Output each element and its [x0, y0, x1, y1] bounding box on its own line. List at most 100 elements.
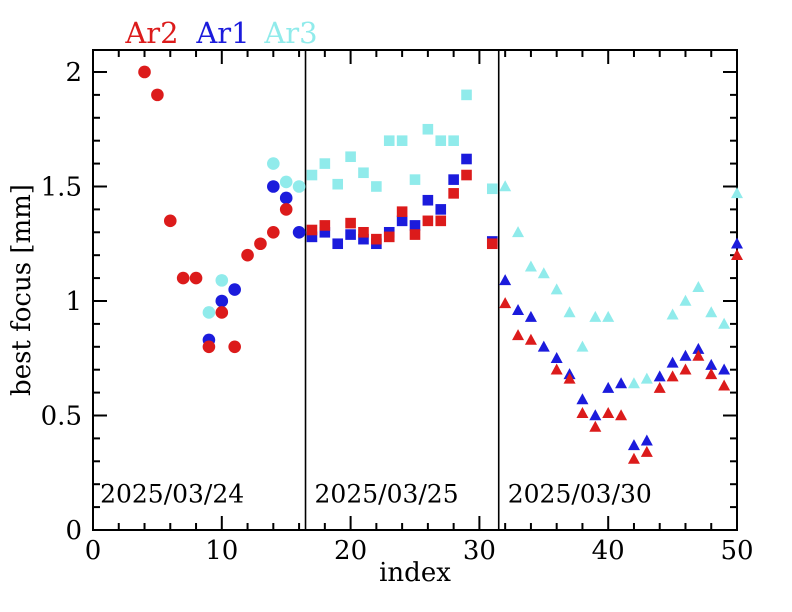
data-point-ar3	[486, 183, 498, 195]
data-point-ar2	[371, 233, 382, 245]
data-point-ar2	[512, 329, 525, 341]
data-point-ar1	[267, 180, 280, 193]
legend-label-ar2: Ar2	[124, 16, 178, 50]
data-point-ar1	[396, 215, 408, 227]
x-tick-label: 0	[85, 536, 102, 566]
data-point-ar2	[151, 88, 164, 102]
data-point-ar2	[189, 271, 203, 285]
data-point-ar1	[358, 233, 369, 245]
data-point-ar2	[358, 226, 369, 238]
data-point-ar3	[306, 169, 318, 181]
data-point-ar2	[666, 370, 679, 382]
data-point-ar3	[537, 267, 550, 279]
data-point-ar3	[215, 274, 229, 287]
date-label: 2025/03/30	[508, 480, 652, 509]
data-point-ar2	[718, 379, 731, 391]
data-point-ar2	[138, 65, 151, 79]
data-point-ar3	[371, 181, 382, 192]
data-point-ar3	[396, 135, 408, 146]
data-point-ar1	[306, 231, 318, 243]
data-point-ar3	[692, 281, 705, 293]
data-point-ar1	[602, 381, 615, 393]
data-point-ar1	[512, 303, 525, 315]
data-point-ar2	[383, 231, 395, 243]
data-point-ar1	[422, 194, 434, 206]
data-point-ar2	[550, 363, 563, 375]
data-point-ar2	[653, 381, 666, 393]
data-point-ar2	[602, 407, 615, 419]
data-point-ar1	[731, 237, 743, 249]
data-point-ar1	[537, 340, 550, 352]
data-point-ar2	[422, 215, 434, 227]
data-point-ar2	[254, 237, 267, 251]
y-tick-label: 0	[65, 516, 82, 546]
data-point-ar3	[332, 178, 344, 190]
data-point-ar2	[640, 445, 653, 457]
data-point-ar3	[448, 135, 459, 146]
data-point-ar1	[589, 409, 602, 421]
data-point-ar1	[653, 370, 666, 382]
data-point-ar2	[267, 225, 280, 239]
y-tick-label: 1	[65, 287, 82, 317]
x-tick-label: 40	[592, 536, 625, 566]
data-point-ar2	[409, 229, 421, 240]
data-point-ar1	[666, 356, 679, 368]
plot-area: 0 10 20 30 40 50 0 0.5 1 1.5 2 2025/03/24 2025/03/25…	[41, 49, 754, 566]
data-point-ar3	[319, 158, 331, 169]
data-point-ar3	[383, 135, 395, 146]
data-point-ar3	[358, 167, 369, 179]
x-tick-label: 50	[720, 536, 753, 566]
date-label: 2025/03/25	[315, 480, 459, 509]
data-point-ar3	[435, 135, 447, 146]
data-point-ar1	[409, 220, 421, 231]
data-point-ar3	[524, 260, 537, 272]
data-point-ar2	[461, 169, 472, 181]
data-point-ar1	[718, 363, 731, 375]
data-point-ar2	[448, 188, 459, 199]
data-point-ar3	[679, 294, 692, 306]
data-point-ar3	[409, 174, 421, 185]
data-point-ar1	[692, 342, 705, 354]
data-point-ar3	[292, 180, 306, 193]
data-point-ar1	[228, 283, 241, 296]
data-point-ar3	[499, 180, 512, 192]
data-point-ar2	[435, 215, 447, 227]
data-point-ar1	[705, 358, 718, 370]
data-point-ar3	[718, 317, 731, 329]
legend-label-ar3: Ar3	[263, 16, 317, 50]
data-point-ar3	[602, 310, 615, 322]
data-point-ar1	[292, 225, 306, 239]
data-point-ar3	[512, 226, 525, 238]
data-point-ar2	[679, 363, 692, 375]
x-tick-label: 30	[463, 536, 496, 566]
data-point-ar1	[215, 294, 229, 308]
data-point-ar2	[524, 333, 537, 345]
x-tick-label: 20	[334, 536, 367, 566]
y-tick-label: 0.5	[41, 401, 82, 431]
data-point-ar3	[627, 377, 640, 389]
x-axis-title: index	[379, 558, 451, 588]
data-point-ar2	[731, 248, 743, 260]
data-point-ar2	[396, 206, 408, 217]
data-point-ar3	[705, 306, 718, 318]
data-point-ar1	[615, 377, 628, 389]
data-point-ar2	[705, 368, 718, 380]
data-point-ar1	[319, 226, 331, 238]
data-point-ar1	[524, 310, 537, 322]
data-point-ar3	[279, 175, 293, 189]
plot-frame	[92, 49, 738, 531]
data-point-ar1	[332, 238, 344, 250]
data-point-ar1	[461, 153, 472, 165]
y-axis-title: best focus [mm]	[7, 184, 37, 396]
date-label: 2025/03/24	[100, 480, 244, 509]
data-point-ar3	[731, 187, 743, 199]
data-point-ar1	[640, 434, 653, 446]
data-point-ar2	[486, 238, 498, 250]
data-point-ar1	[679, 349, 692, 361]
data-point-ar3	[563, 306, 576, 318]
data-point-ar1	[499, 274, 512, 286]
data-point-ar1	[435, 204, 447, 215]
data-point-ar3	[666, 308, 679, 320]
